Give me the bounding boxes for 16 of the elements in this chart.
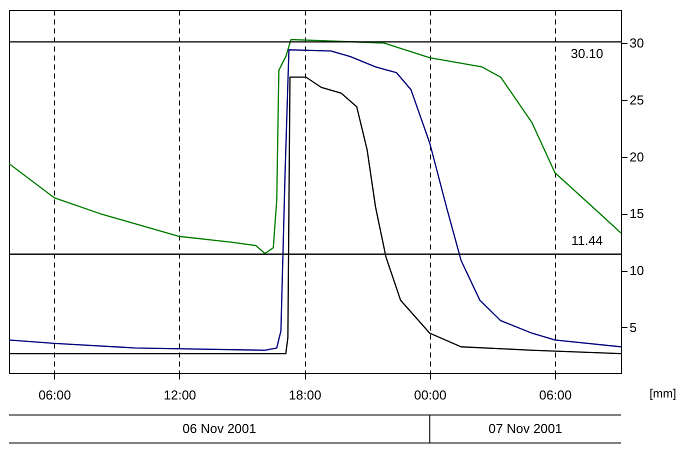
text: 06 Nov 2001	[182, 421, 256, 436]
y-tick-label: 20	[630, 149, 644, 164]
ref-line-label: 11.44	[571, 233, 603, 248]
y-tick-label: 5	[630, 320, 637, 335]
y-tick-label: 10	[630, 263, 644, 278]
y-tick-label: 30	[630, 36, 644, 50]
y-axis-title: [mm]	[650, 386, 676, 400]
x-tick-label: 18:00	[288, 388, 322, 402]
y-tick-label: 25	[630, 92, 644, 108]
x-tick-label: 12:00	[164, 388, 196, 402]
ref-line-label: 30.10	[570, 46, 604, 61]
x-tick-label: 06:00	[539, 388, 572, 402]
text: 07 Nov 2001	[488, 421, 562, 436]
y-tick-label: 15	[630, 206, 644, 222]
x-tick-label: 00:00	[414, 388, 447, 402]
x-tick-label: 06:00	[38, 388, 71, 402]
